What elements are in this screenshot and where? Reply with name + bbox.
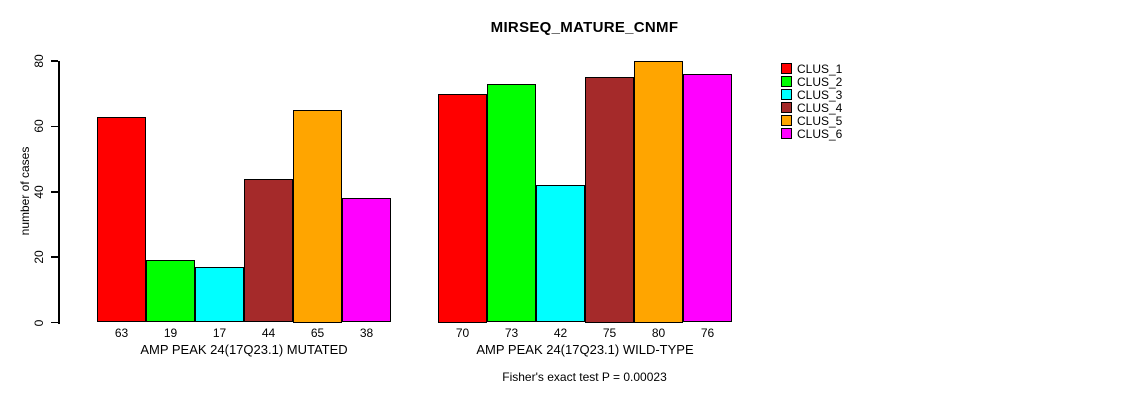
bar-value-label: 42 <box>553 326 568 340</box>
bar-value-label: 70 <box>455 326 470 340</box>
chart-title: MIRSEQ_MATURE_CNMF <box>490 19 679 36</box>
legend-swatch-icon <box>781 102 792 113</box>
y-tick-mark <box>51 125 58 128</box>
legend-label: CLUS_4 <box>797 100 843 115</box>
bar-value-label: 38 <box>359 326 374 340</box>
legend-swatch-icon <box>781 115 792 126</box>
bar-value-label: 73 <box>504 326 519 340</box>
legend-swatch-icon <box>781 63 792 74</box>
y-tick-label: 40 <box>32 185 46 199</box>
bar-value-label: 17 <box>212 326 227 340</box>
bar-value-label: 75 <box>602 326 617 340</box>
category-label: AMP PEAK 24(17Q23.1) MUTATED <box>140 342 348 357</box>
bar-value-label: 44 <box>261 326 276 340</box>
legend-swatch-icon <box>781 89 792 100</box>
legend-label: CLUS_6 <box>797 126 843 141</box>
legend-swatch-icon <box>781 128 792 139</box>
bar-clus_4 <box>244 178 293 323</box>
bar-clus_6 <box>683 74 732 323</box>
y-tick-label: 60 <box>32 119 46 134</box>
legend-row: CLUS_4 <box>781 100 843 115</box>
legend-row: CLUS_1 <box>781 61 843 76</box>
y-tick-label: 80 <box>32 54 46 68</box>
y-axis-label: number of cases <box>18 146 32 236</box>
y-tick-label: 0 <box>32 319 46 326</box>
category-label: AMP PEAK 24(17Q23.1) WILD-TYPE <box>476 342 694 357</box>
legend-label: CLUS_2 <box>797 74 843 89</box>
y-axis-line <box>58 61 60 324</box>
bar-clus_6 <box>342 198 391 323</box>
bar-clus_5 <box>293 110 342 323</box>
y-tick-mark <box>51 321 58 324</box>
bar-value-label: 63 <box>114 326 129 340</box>
y-tick-mark <box>51 60 58 62</box>
legend: CLUS_1 CLUS_2 CLUS_3 CLUS_4 CLUS_5 CLUS_6 <box>781 61 843 141</box>
bar-value-label: 65 <box>310 326 325 340</box>
legend-row: CLUS_3 <box>781 87 843 102</box>
bar-clus_3 <box>536 185 585 323</box>
legend-swatch-icon <box>781 76 792 87</box>
bar-clus_3 <box>195 266 244 323</box>
y-tick-label: 20 <box>32 250 46 264</box>
legend-label: CLUS_1 <box>797 61 843 76</box>
bar-clus_2 <box>146 260 195 323</box>
y-tick-mark <box>51 191 58 193</box>
y-tick-mark <box>51 256 58 258</box>
bar-value-label: 76 <box>700 326 715 340</box>
bar-value-label: 19 <box>163 326 178 340</box>
bar-value-label: 80 <box>651 326 666 340</box>
bar-clus_5 <box>634 61 683 323</box>
legend-row: CLUS_5 <box>781 113 843 128</box>
legend-row: CLUS_2 <box>781 74 843 89</box>
legend-row: CLUS_6 <box>781 126 843 141</box>
bar-clus_1 <box>438 93 487 323</box>
bar-clus_1 <box>97 116 146 323</box>
bar-clus_4 <box>585 77 634 323</box>
legend-label: CLUS_5 <box>797 113 843 128</box>
footnote: Fisher's exact test P = 0.00023 <box>502 370 667 384</box>
bar-clus_2 <box>487 83 536 323</box>
legend-label: CLUS_3 <box>797 87 843 102</box>
